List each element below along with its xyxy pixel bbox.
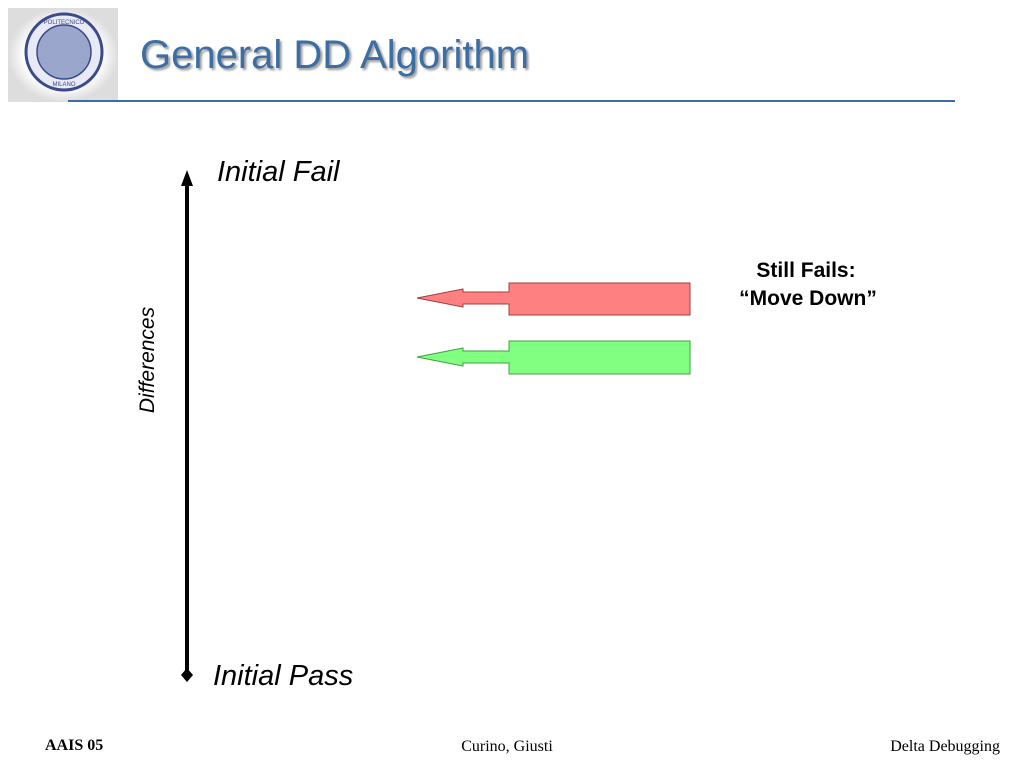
fail-arrow <box>416 282 691 316</box>
pass-arrow <box>416 340 691 375</box>
axis <box>181 170 193 682</box>
axis-arrowhead <box>181 170 193 186</box>
logo-top: POLITECNICO <box>44 20 85 26</box>
bottom-label: Initial Pass <box>213 660 353 692</box>
annotation-line1: Still Fails: <box>756 259 855 282</box>
logo: POLITECNICO MILANO <box>8 8 118 102</box>
logo-center <box>36 24 92 80</box>
footer-center: Curino, Giusti <box>461 738 553 755</box>
axis-diamond <box>181 668 193 682</box>
footer-left: AAIS 05 <box>45 737 103 754</box>
logo-bottom: MILANO <box>52 82 75 88</box>
annotation-line2: “Move Down” <box>739 287 877 310</box>
axis-label: Differences <box>136 306 159 413</box>
slide-title: General DD Algorithm <box>140 33 529 77</box>
top-label: Initial Fail <box>217 156 341 188</box>
footer-right: Delta Debugging <box>890 738 1000 755</box>
